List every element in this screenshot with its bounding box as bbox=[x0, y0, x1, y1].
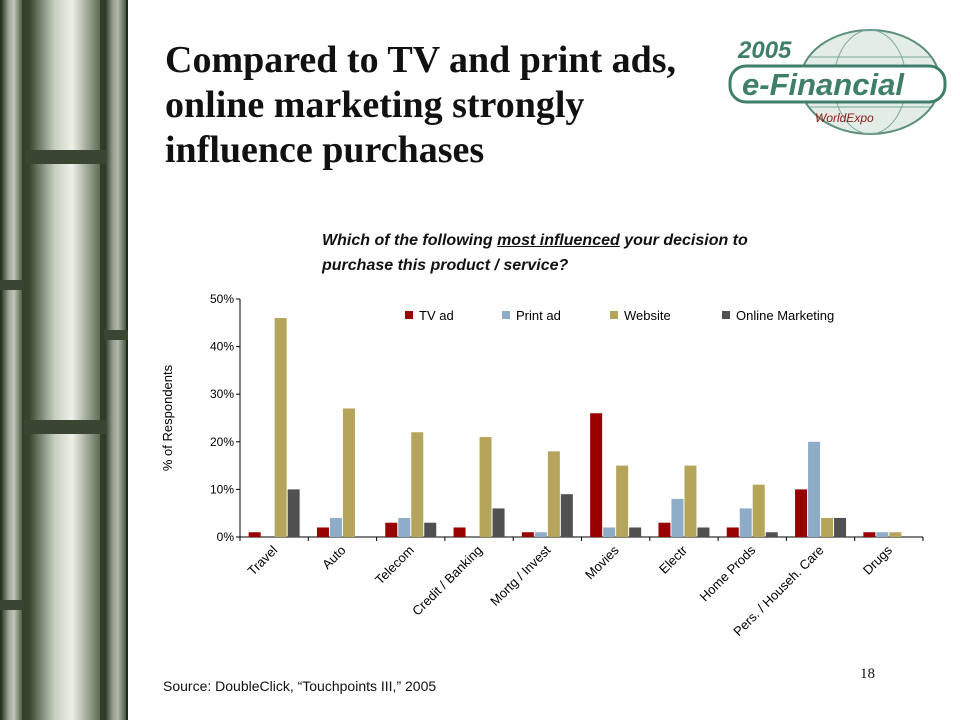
bar-online-marketing bbox=[492, 508, 505, 537]
bar-tv-ad bbox=[658, 522, 671, 537]
bar-website bbox=[821, 517, 834, 537]
x-tick-label: Auto bbox=[319, 543, 349, 573]
legend-swatch bbox=[405, 311, 413, 319]
bar-website bbox=[342, 408, 355, 537]
bar-online-marketing bbox=[287, 489, 300, 537]
e-financial-logo: 2005 e-Financial WorldExpo bbox=[728, 29, 947, 135]
bar-print-ad bbox=[398, 517, 411, 537]
bar-print-ad bbox=[534, 532, 547, 537]
legend-label: TV ad bbox=[419, 308, 454, 323]
bar-tv-ad bbox=[248, 532, 261, 537]
bar-website bbox=[479, 437, 492, 537]
bar-print-ad bbox=[739, 508, 752, 537]
bar-print-ad bbox=[329, 517, 342, 537]
y-tick-label: 30% bbox=[210, 387, 234, 401]
bar-website bbox=[684, 465, 697, 537]
bar-tv-ad bbox=[863, 532, 876, 537]
bar-website bbox=[547, 451, 560, 537]
bar-website bbox=[889, 532, 902, 537]
bar-print-ad bbox=[603, 527, 616, 537]
y-axis-title: % of Respondents bbox=[160, 364, 175, 471]
legend-swatch bbox=[502, 311, 510, 319]
legend-swatch bbox=[722, 311, 730, 319]
bar-tv-ad bbox=[385, 522, 398, 537]
question-emphasis: most influenced bbox=[497, 232, 620, 249]
x-tick-label: Telecom bbox=[372, 543, 417, 588]
bar-print-ad bbox=[876, 532, 889, 537]
x-tick-label: Drugs bbox=[860, 542, 895, 577]
y-tick-label: 50% bbox=[210, 292, 234, 306]
question-text-end: your decision to purchase this product /… bbox=[322, 232, 748, 274]
x-tick-label: Movies bbox=[582, 542, 622, 582]
bar-online-marketing bbox=[834, 517, 847, 537]
bar-tv-ad bbox=[453, 527, 466, 537]
bar-online-marketing bbox=[765, 532, 778, 537]
logo-name: e-Financial bbox=[742, 67, 905, 102]
bar-online-marketing bbox=[424, 522, 437, 537]
bar-website bbox=[411, 432, 424, 537]
x-tick-label: Electr bbox=[656, 542, 691, 577]
legend-label: Website bbox=[624, 308, 671, 323]
x-tick-label: Mortg / Invest bbox=[487, 542, 554, 609]
x-tick-label: Travel bbox=[244, 542, 280, 578]
bar-chart: 0% 10% 20% 30% 40% 50% % of Respondents Travel A… bbox=[160, 292, 924, 639]
x-tick-label: Credit / Banking bbox=[409, 543, 485, 619]
bar-tv-ad bbox=[590, 413, 603, 537]
survey-question: Which of the following most influenced y… bbox=[322, 228, 822, 278]
y-tick-label: 0% bbox=[217, 530, 235, 544]
bar-website bbox=[752, 484, 765, 537]
bar-website bbox=[616, 465, 629, 537]
bar-online-marketing bbox=[560, 494, 573, 537]
page-number: 18 bbox=[860, 666, 875, 682]
y-tick-label: 20% bbox=[210, 435, 234, 449]
legend-swatch bbox=[610, 311, 618, 319]
bar-tv-ad bbox=[521, 532, 534, 537]
bar-print-ad bbox=[808, 441, 821, 537]
bar-tv-ad bbox=[795, 489, 808, 537]
bar-website bbox=[274, 318, 287, 537]
y-tick-label: 10% bbox=[210, 482, 234, 496]
logo-sub: WorldExpo bbox=[815, 111, 874, 125]
bar-online-marketing bbox=[697, 527, 710, 537]
x-tick-label: Home Prods bbox=[697, 542, 759, 604]
bar-tv-ad bbox=[726, 527, 739, 537]
bar-print-ad bbox=[671, 498, 684, 537]
bar-tv-ad bbox=[316, 527, 329, 537]
y-tick-label: 40% bbox=[210, 340, 234, 354]
bamboo-background-image bbox=[0, 0, 128, 720]
source-note: Source: DoubleClick, “Touchpoints III,” … bbox=[163, 678, 437, 694]
slide-title: Compared to TV and print ads, online mar… bbox=[165, 39, 677, 171]
question-text-start: Which of the following bbox=[322, 232, 498, 249]
bar-online-marketing bbox=[629, 527, 642, 537]
legend-label: Online Marketing bbox=[736, 308, 834, 323]
legend-label: Print ad bbox=[516, 308, 561, 323]
logo-year: 2005 bbox=[737, 37, 792, 64]
